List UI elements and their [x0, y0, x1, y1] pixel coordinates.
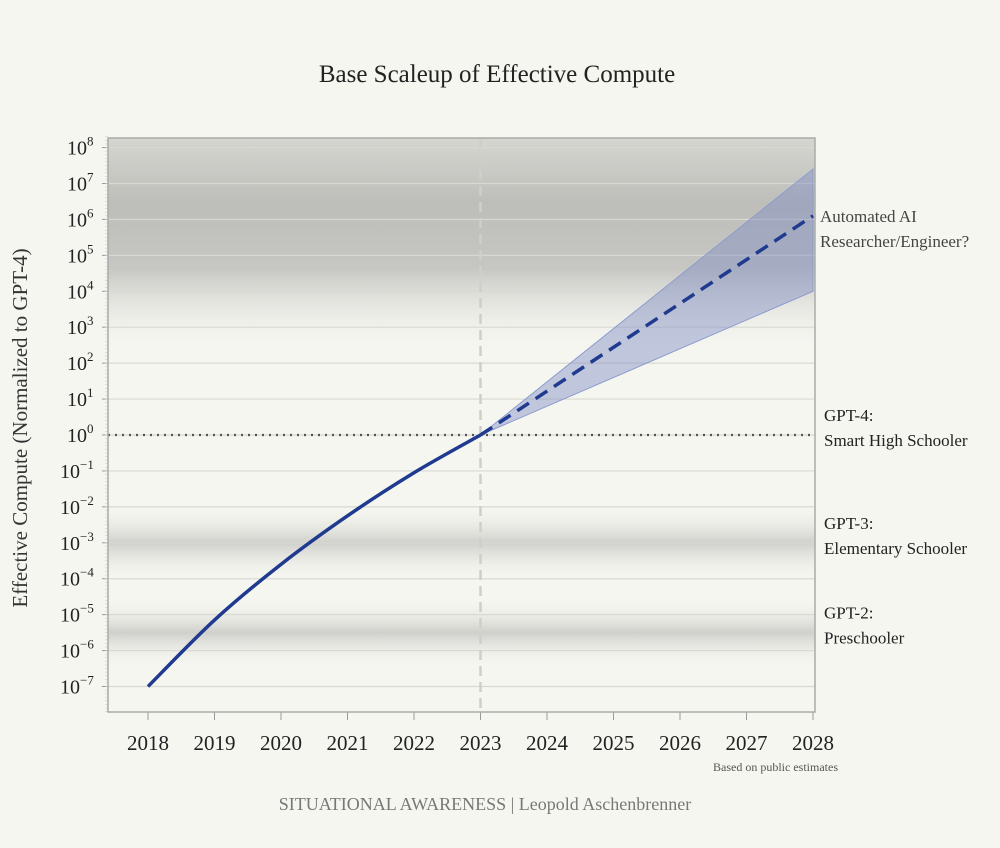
historical-compute-line: [146, 433, 482, 688]
x-tick-label: 2026: [659, 731, 701, 755]
y-tick-label: 107: [67, 169, 94, 195]
shaded-band-top: [108, 138, 815, 356]
annotation-label: Researcher/Engineer?: [820, 232, 969, 251]
y-tick-label: 106: [67, 205, 94, 231]
y-tick-label: 103: [67, 313, 94, 339]
y-tick-label: 101: [67, 385, 94, 411]
y-tick-label: 102: [67, 349, 94, 375]
y-tick-label: 108: [67, 134, 94, 160]
x-tick-label: 2025: [593, 731, 635, 755]
y-tick-label: 10−5: [60, 601, 94, 627]
footer: SITUATIONAL AWARENESS | Leopold Aschenbr…: [279, 794, 691, 814]
y-tick-label: 10−6: [60, 637, 94, 663]
plot-frame: [107, 137, 816, 713]
annotation-label: Preschooler: [824, 629, 905, 648]
chart-title: Base Scaleup of Effective Compute: [319, 61, 675, 88]
y-tick-label: 104: [67, 277, 94, 303]
annotation-label: Elementary Schooler: [824, 539, 967, 558]
projected-compute-line: [479, 214, 814, 437]
annotation-label: Smart High Schooler: [824, 431, 968, 450]
x-tick-label: 2018: [127, 731, 169, 755]
x-tick-label: 2021: [327, 731, 369, 755]
y-tick-label: 10−2: [60, 493, 94, 519]
y-axis-label: Effective Compute (Normalized to GPT-4): [8, 248, 32, 607]
y-tick-label: 10−3: [60, 529, 94, 555]
shaded-band-gpt2: [108, 596, 815, 669]
x-tick-label: 2027: [726, 731, 768, 755]
y-tick-label: 100: [67, 421, 94, 447]
source-note: Based on public estimates: [713, 760, 838, 774]
y-tick-label: 10−1: [60, 457, 94, 483]
annotation-label: Automated AI: [820, 207, 917, 226]
x-tick-label: 2028: [792, 731, 834, 755]
x-tick-label: 2019: [194, 731, 236, 755]
y-tick-label: 105: [67, 241, 94, 267]
x-tick-label: 2022: [393, 731, 435, 755]
x-tick-label: 2023: [460, 731, 502, 755]
y-tick-label: 10−4: [60, 565, 94, 591]
y-tick-label: 10−7: [60, 673, 94, 699]
annotation-label: GPT-4:: [824, 406, 873, 425]
projection-uncertainty-band: [480, 168, 814, 436]
annotation-label: GPT-2:: [824, 604, 873, 623]
x-tick-label: 2024: [526, 731, 569, 755]
annotation-label: GPT-3:: [824, 514, 873, 533]
x-tick-label: 2020: [260, 731, 302, 755]
